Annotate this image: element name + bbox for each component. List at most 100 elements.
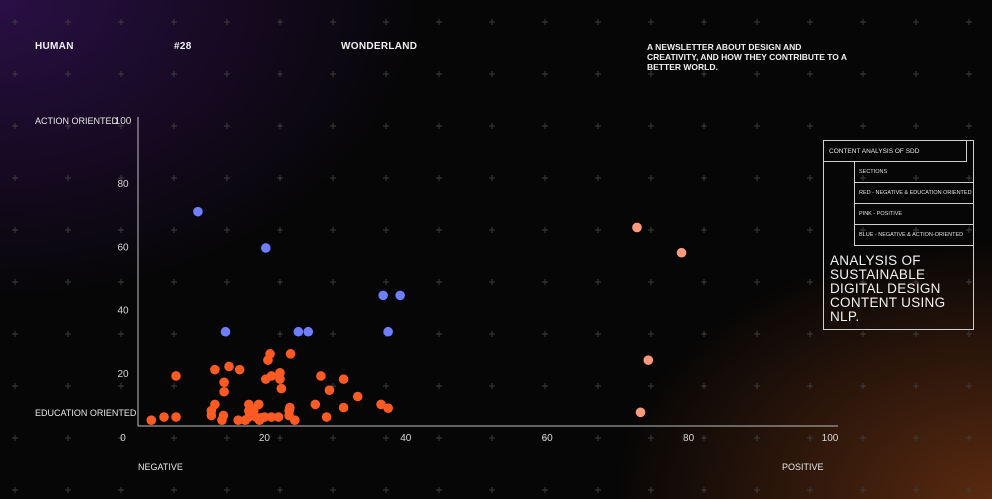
grid-plus-mark (171, 71, 177, 77)
grid-plus-mark (807, 175, 813, 181)
grid-plus-mark (648, 71, 654, 77)
grid-plus-mark (754, 123, 760, 129)
grid-plus-mark (330, 487, 336, 493)
grid-plus-mark (436, 123, 442, 129)
grid-plus-mark (12, 383, 18, 389)
grid-plus-mark (12, 175, 18, 181)
grid-plus-mark (860, 487, 866, 493)
data-point-red (219, 377, 229, 388)
grid-plus-mark (330, 123, 336, 129)
grid-plus-mark (171, 435, 177, 441)
legend-item-sections: SECTIONS (855, 162, 973, 183)
x-tick-label: 20 (259, 433, 271, 444)
data-point-pink (643, 355, 654, 365)
grid-plus-mark (383, 487, 389, 493)
grid-plus-mark (807, 279, 813, 285)
grid-plus-mark (701, 227, 707, 233)
grid-plus-mark (701, 71, 707, 77)
grid-plus-mark (436, 19, 442, 25)
grid-plus-mark (118, 123, 124, 129)
grid-plus-mark (12, 71, 18, 77)
grid-plus-mark (966, 19, 972, 25)
grid-plus-mark (754, 487, 760, 493)
data-point-red (210, 399, 220, 410)
y-tick-label: 100 (115, 116, 132, 127)
grid-plus-mark (436, 435, 442, 441)
grid-plus-mark (330, 227, 336, 233)
grid-plus-mark (754, 383, 760, 389)
data-point-red (273, 412, 284, 422)
grid-plus-mark (860, 279, 866, 285)
data-point-pink (632, 222, 642, 233)
grid-plus-mark (383, 279, 389, 285)
data-point-red (218, 410, 229, 421)
grid-plus-mark (171, 487, 177, 493)
grid-plus-mark (118, 227, 124, 233)
grid-plus-mark (542, 123, 548, 129)
grid-plus-mark (701, 331, 707, 337)
grid-plus-mark (542, 279, 548, 285)
grid-plus-mark (913, 175, 919, 181)
grid-plus-mark (807, 383, 813, 389)
grid-plus-mark (807, 487, 813, 493)
grid-plus-mark (595, 123, 601, 129)
grid-plus-mark (648, 331, 654, 337)
brand-wonderland: WONDERLAND (341, 41, 418, 52)
grid-plus-mark (807, 123, 813, 129)
grid-plus-mark (966, 487, 972, 493)
grid-plus-mark (489, 331, 495, 337)
grid-plus-mark (65, 487, 71, 493)
data-point-red (285, 349, 296, 359)
grid-plus-mark (12, 435, 18, 441)
grid-plus-mark (860, 435, 866, 441)
grid-plus-mark (542, 227, 548, 233)
data-point-red (316, 371, 326, 381)
grid-plus-mark (542, 331, 548, 337)
grid-plus-mark (966, 279, 972, 285)
grid-plus-mark (648, 227, 654, 233)
grid-plus-mark (436, 279, 442, 285)
grid-plus-mark (118, 383, 124, 389)
grid-plus-mark (224, 227, 230, 233)
grid-plus-mark (436, 487, 442, 493)
grid-plus-mark (913, 435, 919, 441)
grid-plus-mark (383, 383, 389, 389)
data-point-red (159, 412, 169, 422)
grid-plus-mark (12, 123, 18, 129)
data-point-red (259, 412, 270, 422)
grid-plus-mark (860, 19, 866, 25)
grid-plus-mark (648, 123, 654, 129)
y-bottom-label: EDUCATION ORIENTED (35, 408, 137, 418)
grid-plus-mark (754, 227, 760, 233)
grid-plus-mark (12, 487, 18, 493)
grid-plus-mark (330, 331, 336, 337)
grid-plus-mark (913, 19, 919, 25)
x-tick-label: 100 (822, 433, 839, 444)
grid-plus-mark (860, 331, 866, 337)
grid-plus-mark (489, 123, 495, 129)
grid-plus-mark (595, 435, 601, 441)
x-left-label: NEGATIVE (138, 462, 183, 472)
data-point-red (310, 399, 321, 410)
grid-plus-mark (913, 331, 919, 337)
grid-plus-mark (436, 383, 442, 389)
legend-panel: CONTENT ANALYSIS OF SDD SECTIONS RED - N… (823, 140, 974, 330)
grid-plus-mark (489, 435, 495, 441)
grid-plus-mark (489, 71, 495, 77)
grid-plus-mark (383, 175, 389, 181)
grid-plus-mark (648, 19, 654, 25)
grid-plus-mark (224, 279, 230, 285)
grid-plus-mark (595, 71, 601, 77)
legend-title: CONTENT ANALYSIS OF SDD (824, 141, 967, 162)
data-point-red (171, 371, 181, 381)
grid-plus-mark (807, 227, 813, 233)
data-point-red (146, 415, 157, 426)
grid-plus-mark (65, 175, 71, 181)
data-point-red (290, 415, 300, 426)
data-point-red (338, 374, 349, 384)
grid-plus-mark (224, 19, 230, 25)
y-tick-label: 60 (117, 242, 129, 253)
grid-plus-mark (118, 435, 124, 441)
grid-plus-mark (277, 331, 283, 337)
